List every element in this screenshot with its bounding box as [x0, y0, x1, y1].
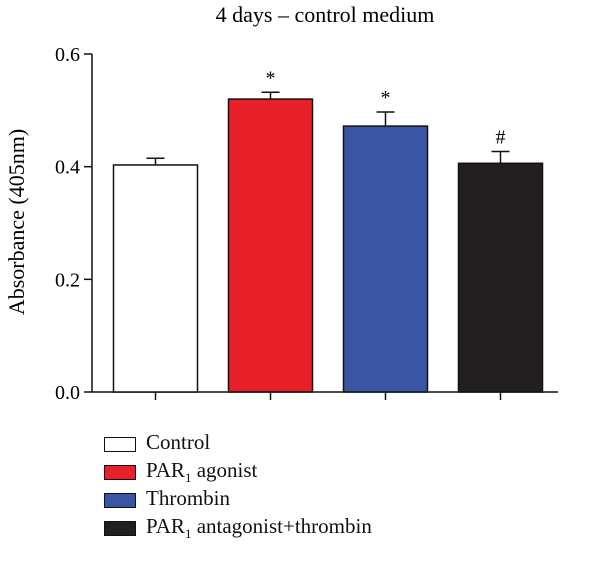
chart-title: 4 days – control medium — [216, 2, 435, 27]
y-tick-label-0: 0.0 — [55, 382, 80, 404]
y-axis-label: Absorbance (405nm) — [4, 129, 29, 315]
legend-item-control: Control — [104, 430, 372, 458]
legend-swatch-thrombin — [104, 492, 136, 508]
legend-swatch-par1-antagonist-thrombin — [104, 520, 136, 536]
legend-swatch-control — [104, 436, 136, 452]
legend-swatch-par1-agonist — [104, 464, 136, 480]
bar-chart: 4 days – control medium Absorbance (405n… — [4, 2, 558, 404]
significance-label-2: * — [381, 87, 391, 109]
legend: Control PAR1 agonist Thrombin PAR1 antag… — [104, 430, 372, 542]
bar-1 — [227, 98, 314, 393]
legend-item-par1-agonist: PAR1 agonist — [104, 458, 372, 486]
legend-label-par1-antagonist-thrombin: PAR1 antagonist+thrombin — [146, 513, 372, 542]
y-tick-label-3: 0.6 — [55, 44, 80, 66]
bar-2 — [342, 125, 429, 393]
y-tick-label-2: 0.4 — [55, 157, 80, 179]
y-tick-label-1: 0.2 — [55, 269, 80, 291]
legend-item-par1-antagonist-thrombin: PAR1 antagonist+thrombin — [104, 514, 372, 542]
legend-item-thrombin: Thrombin — [104, 486, 372, 514]
significance-label-1: * — [266, 67, 276, 89]
legend-label-control: Control — [146, 429, 211, 454]
bar-0 — [112, 164, 199, 393]
legend-label-par1-agonist: PAR1 agonist — [146, 457, 258, 486]
bar-3 — [457, 162, 544, 393]
bars: * * # — [112, 67, 544, 393]
significance-label-3: # — [496, 126, 506, 148]
legend-label-thrombin: Thrombin — [146, 485, 230, 510]
